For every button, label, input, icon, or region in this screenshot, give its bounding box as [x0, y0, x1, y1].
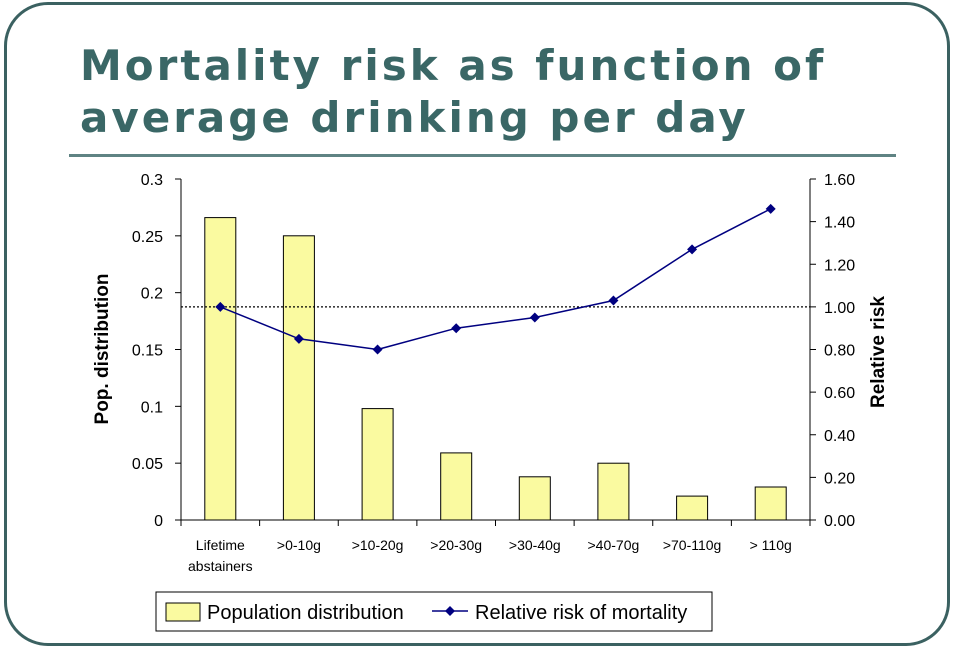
title-rule [69, 154, 896, 157]
left-tick-label-3: 0.15 [132, 343, 163, 360]
right-tick-label-3: 0.60 [824, 385, 855, 402]
bar-6 [597, 462, 630, 521]
title-line-1: Mortality risk as function of [80, 41, 827, 90]
axes-group [175, 178, 816, 526]
right-tick-label-5: 1.00 [824, 300, 855, 317]
bars-group [204, 217, 787, 521]
left-tick-label-5: 0.25 [132, 229, 163, 246]
category-label-7: >70-110g [663, 537, 722, 553]
right-tick-label-4: 0.80 [824, 343, 855, 360]
risk-marker-1 [215, 301, 226, 312]
right-tick-labels: 0.00 0.20 0.40 0.60 0.80 1.00 1.20 1.40 1.60 [824, 172, 855, 530]
left-tick-label-4: 0.2 [141, 286, 163, 303]
left-tick-labels: 0 0.05 0.1 0.15 0.2 0.25 0.3 [132, 172, 163, 530]
bar-7 [676, 495, 709, 521]
left-tick-label-2: 0.1 [141, 399, 163, 416]
right-tick-label-2: 0.40 [824, 428, 855, 445]
category-label-1: Lifetime abstainers [188, 537, 253, 574]
legend-swatch-marker [445, 606, 455, 616]
left-tick-label-0: 0 [154, 513, 163, 530]
title-line-2: average drinking per day [80, 93, 749, 142]
legend: Population distribution Relative risk of… [155, 591, 713, 632]
right-tick-label-8: 1.60 [824, 172, 855, 189]
right-axis-title: Relative risk [868, 296, 889, 408]
risk-marker-4 [451, 323, 462, 334]
legend-label-risk: Relative risk of mortality [475, 602, 687, 624]
slide-title: Mortality risk as function of average dr… [80, 40, 900, 144]
right-tick-label-6: 1.20 [824, 257, 855, 274]
risk-marker-3 [372, 344, 383, 355]
bar-8 [754, 486, 787, 521]
risk-marker-8 [765, 203, 776, 214]
risk-marker-5 [529, 312, 540, 323]
right-tick-label-7: 1.40 [824, 215, 855, 232]
category-label-8: > 110g [750, 537, 792, 553]
bar-4 [440, 452, 473, 521]
bar-1 [204, 217, 237, 521]
risk-line [220, 208, 772, 351]
slide-frame [4, 2, 950, 646]
category-label-3: >10-20g [352, 537, 404, 553]
category-label-6: >40-70g [588, 537, 640, 553]
bar-5 [518, 476, 551, 521]
risk-marker-6 [608, 295, 619, 306]
left-tick-label-6: 0.3 [141, 172, 163, 189]
left-tick-label-1: 0.05 [132, 456, 163, 473]
category-label-2: >0-10g [277, 537, 321, 553]
left-axis-title: Pop. distribution [92, 274, 113, 425]
right-tick-label-0: 0.00 [824, 513, 855, 530]
legend-label-population: Population distribution [207, 602, 404, 624]
risk-marker-2 [293, 333, 304, 344]
category-label-4: >20-30g [430, 537, 482, 553]
risk-line-group [215, 203, 776, 355]
bar-2 [282, 235, 315, 521]
right-tick-label-1: 0.20 [824, 470, 855, 487]
risk-marker-7 [687, 244, 698, 255]
legend-swatch-population [165, 602, 201, 622]
bar-3 [361, 408, 394, 521]
category-label-5: >30-40g [509, 537, 561, 553]
category-labels: Lifetime abstainers >0-10g >10-20g >20-30g >3… [188, 537, 792, 574]
